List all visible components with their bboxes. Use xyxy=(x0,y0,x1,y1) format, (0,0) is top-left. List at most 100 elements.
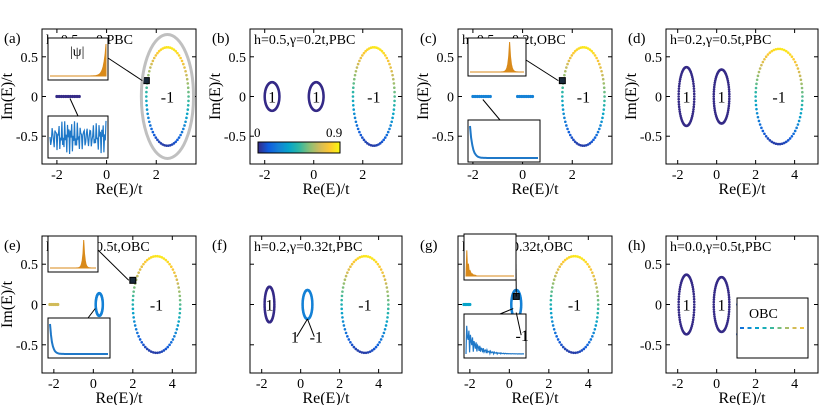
winding-number: 1 xyxy=(265,298,273,315)
x-tick-label: 0 xyxy=(103,168,110,183)
panel-title: h=0.2,γ=0.5t,PBC xyxy=(670,33,771,48)
spectrum-point xyxy=(340,307,343,311)
spectrum-point xyxy=(677,97,680,101)
spectrum-point xyxy=(600,69,603,73)
spectrum-point xyxy=(138,268,142,271)
spectrum-point xyxy=(360,255,364,258)
spectrum-point xyxy=(340,294,344,298)
spectrum-point xyxy=(171,338,175,341)
spectrum-point xyxy=(790,134,794,138)
spectrum-point xyxy=(766,137,770,140)
spectrum-point xyxy=(371,144,375,147)
spectrum-point xyxy=(602,82,606,85)
spectrum-point xyxy=(727,85,731,89)
spectrum-point xyxy=(692,297,696,301)
spectrum-point xyxy=(797,119,801,123)
spectrum-point xyxy=(186,108,190,111)
wavefunction-curve xyxy=(50,239,96,269)
spectrum-point xyxy=(159,48,163,51)
spectrum-point xyxy=(391,116,394,120)
x-tick-label: 0 xyxy=(297,377,304,392)
spectrum-point xyxy=(360,351,364,354)
spectrum-point xyxy=(148,69,151,73)
spectrum-point xyxy=(601,77,605,81)
spectrum-point xyxy=(677,303,680,306)
spectrum-point xyxy=(678,290,681,293)
spectrum-point xyxy=(564,120,567,124)
spectrum-point xyxy=(162,257,166,260)
spectrum-point xyxy=(728,97,731,101)
spectrum-point xyxy=(385,56,389,60)
spectrum-point xyxy=(354,120,358,124)
spectrum-loop xyxy=(94,291,105,318)
spectrum-point xyxy=(792,57,795,61)
spectrum-point xyxy=(370,257,374,260)
spectrum-point xyxy=(677,103,681,106)
spectrum-point xyxy=(728,95,731,98)
spectrum-point xyxy=(362,254,366,258)
spectrum-point xyxy=(147,257,151,260)
x-tick-label: 0 xyxy=(90,377,97,392)
x-tick-label: -2 xyxy=(256,377,268,392)
spectrum-point xyxy=(592,274,595,278)
spectrum-loop xyxy=(263,80,281,113)
obc-segment xyxy=(471,94,492,99)
highlight-marker xyxy=(558,77,566,85)
y-tick-label: 0 xyxy=(31,91,38,106)
spectrum-point xyxy=(712,312,716,316)
spectrum-point xyxy=(692,84,696,88)
spectrum-point xyxy=(166,260,170,264)
spectrum-point xyxy=(561,103,564,107)
spectrum-point xyxy=(387,303,390,306)
spectrum-point xyxy=(167,46,170,49)
arrow xyxy=(107,57,143,82)
y-axis-label: Im(E)/t xyxy=(0,72,16,120)
spectrum-point xyxy=(727,88,731,91)
spectrum-point xyxy=(341,286,345,289)
spectrum-point xyxy=(347,268,351,271)
spectrum-point xyxy=(580,349,584,352)
spectrum-point xyxy=(678,82,681,86)
spectrum-point xyxy=(140,265,144,268)
spectrum-point xyxy=(596,303,600,306)
panel-title: h=0.5,γ=0.2t,PBC xyxy=(254,33,355,48)
spectrum-point xyxy=(340,298,343,302)
spectrum-point xyxy=(692,308,696,312)
spectrum-point xyxy=(154,136,158,139)
spectrum-point xyxy=(358,350,362,353)
spectrum-point xyxy=(563,73,566,77)
spectrum-point xyxy=(573,140,577,144)
winding-number: -1 xyxy=(161,90,174,107)
spectrum-point xyxy=(567,130,571,134)
spectrum-point xyxy=(784,140,788,144)
spectrum-loop xyxy=(301,288,314,321)
x-tick-label: 4 xyxy=(791,377,798,392)
spectrum-point xyxy=(178,311,182,315)
spectrum-point xyxy=(727,90,731,93)
winding-number: -1 xyxy=(568,298,581,315)
spectrum-point xyxy=(132,290,135,293)
spectrum-point xyxy=(184,120,187,124)
spectrum-point xyxy=(677,92,680,96)
spectrum-point xyxy=(186,103,190,107)
spectrum-point xyxy=(158,255,161,258)
spectrum-point xyxy=(186,86,190,90)
arrow xyxy=(296,318,308,337)
spectrum-point xyxy=(565,124,568,127)
spectrum-point xyxy=(174,274,177,278)
spectrum-point xyxy=(354,347,358,351)
spectrum-point xyxy=(143,260,147,264)
arrow xyxy=(515,312,522,336)
spectrum-point xyxy=(178,294,182,298)
spectrum-point xyxy=(136,274,139,278)
spectrum-point xyxy=(764,55,768,59)
spectrum-point xyxy=(179,133,182,137)
spectrum-point xyxy=(174,140,178,144)
spectrum-point xyxy=(368,350,372,353)
spectrum-point xyxy=(382,138,385,142)
obc-inset: OBC xyxy=(736,297,809,359)
spectrum-loop xyxy=(754,47,804,146)
spectrum-point xyxy=(149,256,153,259)
panel-label: (d) xyxy=(628,31,646,47)
spectrum-point xyxy=(712,95,716,98)
